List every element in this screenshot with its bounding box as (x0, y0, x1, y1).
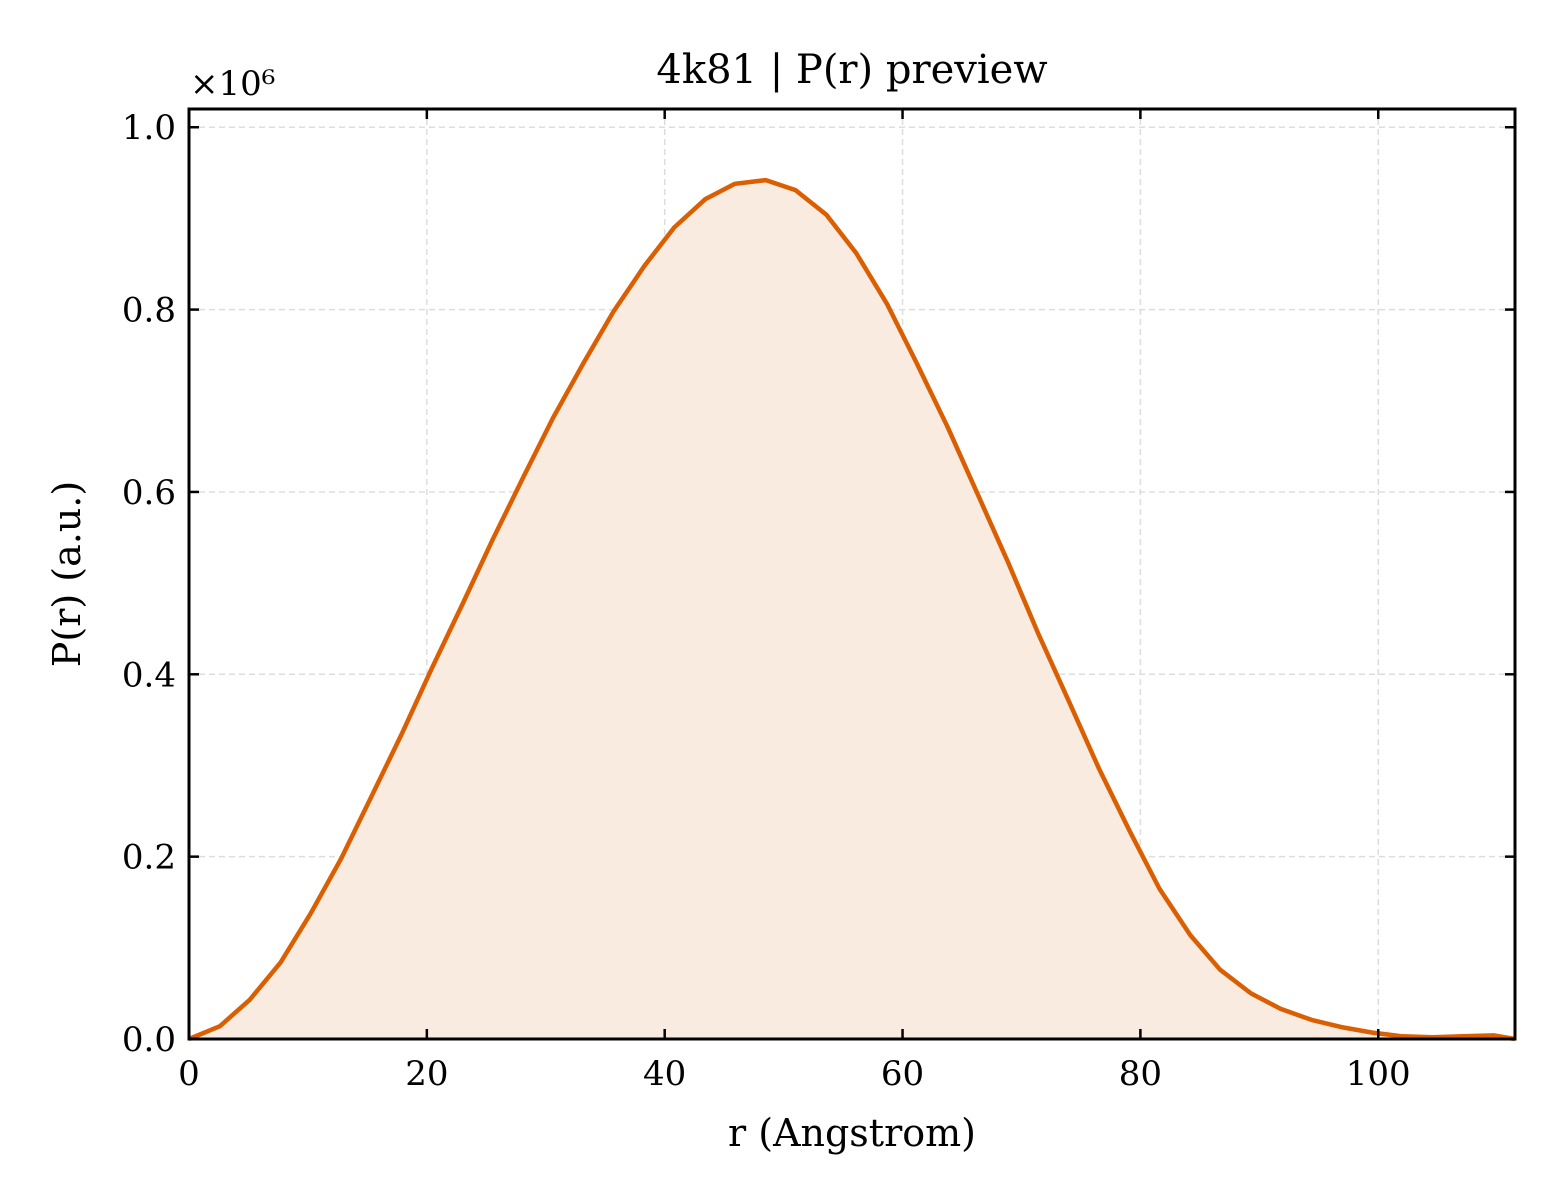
y-axis-ticks: 0.0 0.2 0.4 0.6 0.8 1.0 (122, 108, 1515, 1060)
y-tick-label: 0.0 (122, 1020, 176, 1060)
pr-area-fill (189, 180, 1515, 1040)
y-axis-label: P(r) (a.u.) (45, 481, 89, 667)
pr-curve (188, 177, 1516, 1042)
y-tick-label: 0.4 (122, 655, 176, 695)
x-axis-label: r (Angstrom) (728, 1111, 976, 1155)
y-tick-label: 0.8 (122, 291, 176, 331)
x-tick-label: 20 (405, 1054, 448, 1094)
y-tick-label: 1.0 (122, 108, 176, 148)
plot-frame (187, 107, 1517, 1041)
x-tick-label: 100 (1346, 1054, 1411, 1094)
y-axis-multiplier: ×10⁶ (190, 64, 275, 104)
x-axis-ticks: 0 20 40 60 80 100 (178, 109, 1411, 1094)
x-tick-label: 0 (178, 1054, 200, 1094)
x-tick-label: 80 (1119, 1054, 1162, 1094)
x-tick-label: 40 (643, 1054, 686, 1094)
chart-title: 4k81 | P(r) preview (656, 47, 1047, 93)
y-tick-label: 0.2 (122, 838, 176, 878)
y-tick-label: 0.6 (122, 473, 176, 513)
x-tick-label: 60 (881, 1054, 924, 1094)
